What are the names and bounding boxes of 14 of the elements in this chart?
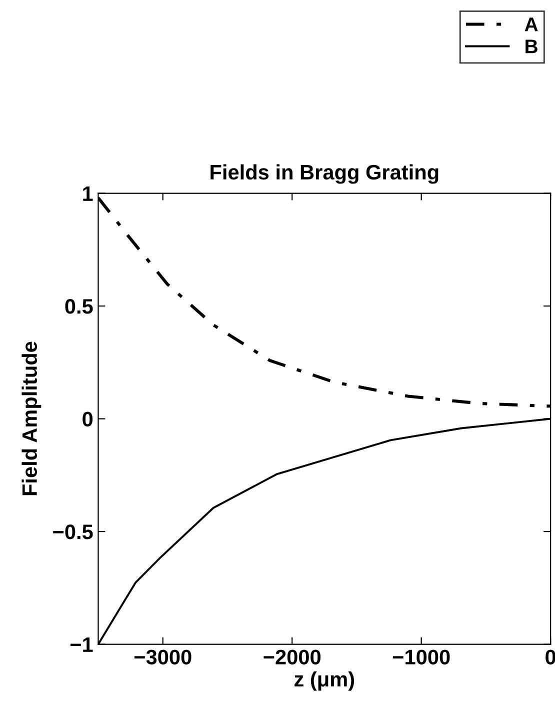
x-tick-label: −3000 [134,650,192,664]
legend-label: A [524,18,538,32]
y-tick-label: 0.5 [65,299,93,314]
x-tick-label: 0 [546,650,555,664]
y-tick-label: 1 [83,186,93,201]
y-tick-label: −1 [70,637,93,652]
x-axis-title: z (μm) [294,671,354,691]
y-axis-title: Field Amplitude [22,342,42,496]
legend-label: B [526,40,538,54]
y-tick-label: 0 [82,412,93,427]
y-tick-label: −0.5 [53,524,93,540]
x-tick-label: −1000 [392,650,450,664]
chart-title: Fields in Bragg Grating [210,164,438,184]
x-tick-label: −2000 [264,650,320,664]
